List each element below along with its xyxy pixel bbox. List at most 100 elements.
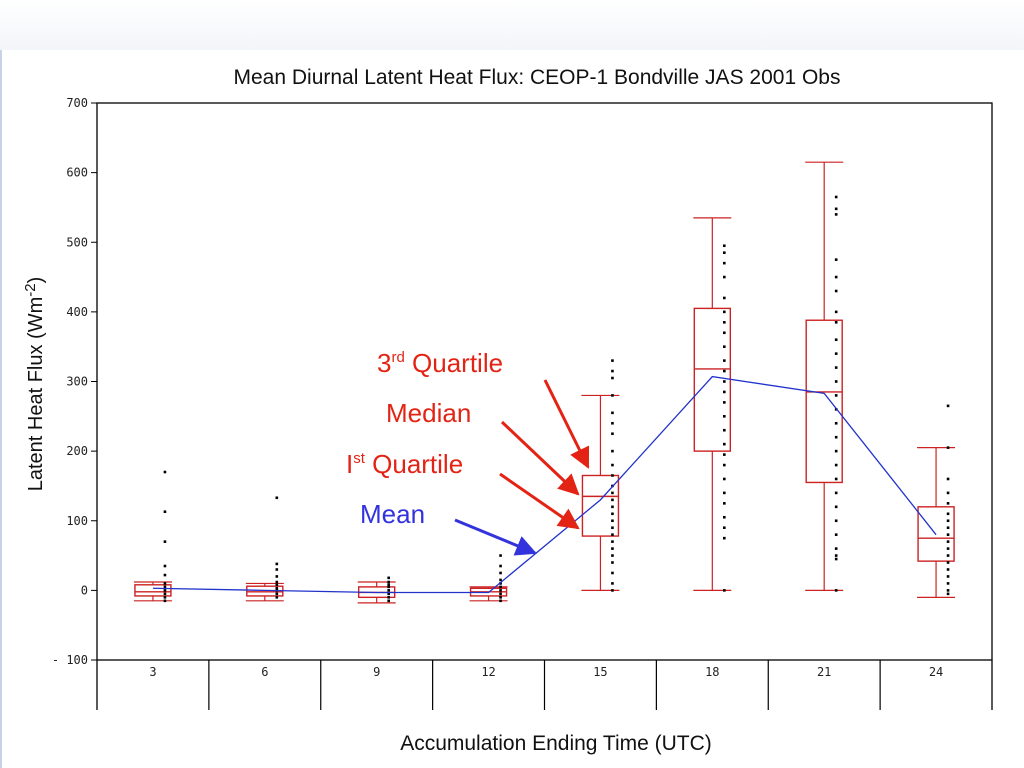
x-tick-label: 12 xyxy=(481,665,495,679)
data-point xyxy=(611,533,614,536)
x-tick-label: 24 xyxy=(929,665,943,679)
chart-title: Mean Diurnal Latent Heat Flux: CEOP-1 Bo… xyxy=(234,66,841,89)
data-point xyxy=(611,449,614,453)
data-point xyxy=(723,380,726,383)
annotation-first-quartile: Ist Quartile xyxy=(346,449,580,530)
data-point xyxy=(723,463,726,467)
data-point xyxy=(946,519,950,523)
data-point xyxy=(723,275,726,279)
data-point xyxy=(834,491,838,495)
data-point xyxy=(499,589,502,592)
data-point xyxy=(611,463,614,467)
arrow-mean xyxy=(454,518,537,556)
data-point xyxy=(946,554,950,557)
data-point xyxy=(611,526,614,530)
svg-text:Median: Median xyxy=(386,398,471,428)
data-point xyxy=(611,561,614,564)
data-point xyxy=(499,582,502,585)
data-point xyxy=(946,568,950,571)
data-point xyxy=(387,589,390,592)
data-point xyxy=(723,536,726,540)
data-point xyxy=(611,491,614,495)
iqr-box xyxy=(917,506,955,562)
y-axis-label: Latent Heat Flux (Wm-2) xyxy=(22,277,47,492)
data-point xyxy=(834,275,838,279)
data-point xyxy=(611,554,614,557)
data-point xyxy=(946,547,950,550)
data-point xyxy=(723,359,726,362)
data-point xyxy=(723,526,726,530)
data-point xyxy=(611,571,614,575)
data-point xyxy=(946,477,950,481)
y-tick-label: 0 xyxy=(81,583,88,597)
data-point xyxy=(387,596,390,599)
data-point xyxy=(834,477,838,481)
x-tick-label: 15 xyxy=(593,665,607,679)
data-point xyxy=(834,557,838,561)
data-point xyxy=(163,599,167,603)
data-point xyxy=(499,592,502,596)
data-point xyxy=(834,195,838,199)
data-point xyxy=(946,502,950,505)
data-point xyxy=(611,421,614,425)
data-point xyxy=(723,428,726,432)
arrow-median xyxy=(500,420,580,496)
y-tick-label: 700 xyxy=(66,96,88,110)
data-point xyxy=(275,586,279,590)
data-point xyxy=(611,505,614,509)
data-point xyxy=(611,582,614,585)
data-point xyxy=(946,526,950,530)
data-point xyxy=(723,477,726,481)
data-point xyxy=(499,585,502,589)
data-point xyxy=(946,561,950,564)
data-point xyxy=(499,599,502,603)
data-point xyxy=(834,394,838,397)
data-point xyxy=(834,207,838,211)
arrow-third-quartile xyxy=(543,379,590,469)
data-point xyxy=(387,599,390,603)
data-point xyxy=(723,244,726,248)
data-point xyxy=(723,369,726,373)
data-point xyxy=(611,369,614,373)
data-point xyxy=(946,533,950,536)
data-point xyxy=(946,446,950,449)
data-point xyxy=(611,394,614,397)
y-axis: - 100 0 100 200 300 400 500 600 700 xyxy=(52,96,97,667)
slide-header-band xyxy=(0,0,1024,50)
annotation-third-quartile: 3rd Quartile xyxy=(377,348,590,469)
svg-text:Mean: Mean xyxy=(360,499,425,529)
data-point xyxy=(611,589,614,592)
data-point xyxy=(275,562,279,566)
data-point xyxy=(499,578,502,582)
data-point xyxy=(275,575,279,578)
data-point xyxy=(275,496,279,500)
box-18 xyxy=(693,217,732,591)
data-point xyxy=(611,519,614,523)
data-point xyxy=(723,589,726,592)
x-tick-label: 6 xyxy=(261,665,268,679)
y-tick-label: 200 xyxy=(66,444,88,458)
box-21 xyxy=(805,161,844,591)
data-point xyxy=(499,564,502,568)
y-tick-label: 600 xyxy=(66,166,88,180)
data-point xyxy=(163,596,167,599)
data-point xyxy=(723,261,726,265)
x-axis-label: Accumulation Ending Time (UTC) xyxy=(400,732,712,755)
data-point xyxy=(723,502,726,505)
data-point xyxy=(723,515,726,519)
data-point xyxy=(275,592,279,596)
data-point xyxy=(723,491,726,495)
data-point xyxy=(499,571,502,575)
y-tick-label: 400 xyxy=(66,305,88,319)
data-point xyxy=(723,345,726,348)
svg-text:Ist Quartile: Ist Quartile xyxy=(346,449,463,479)
data-point xyxy=(946,582,950,585)
data-point xyxy=(163,540,167,543)
data-point xyxy=(834,449,838,453)
data-point xyxy=(834,505,838,509)
data-point xyxy=(723,390,726,394)
data-point xyxy=(275,583,279,587)
y-tick-label: - 100 xyxy=(52,653,88,667)
data-point xyxy=(723,401,726,404)
